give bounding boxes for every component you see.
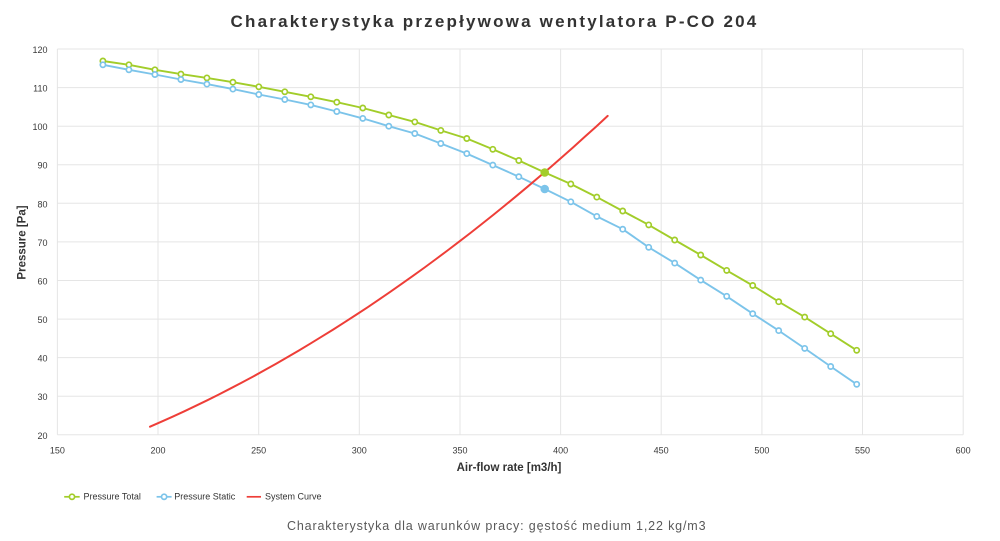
svg-text:30: 30 [37,392,47,402]
svg-text:450: 450 [654,446,669,456]
svg-text:100: 100 [32,122,47,132]
svg-text:Air-flow rate [m3/h]: Air-flow rate [m3/h] [457,462,562,474]
svg-text:Charakterystyka przepływowa we: Charakterystyka przepływowa wentylatora … [231,12,759,31]
svg-text:60: 60 [37,277,47,287]
svg-text:70: 70 [37,238,47,248]
svg-text:150: 150 [50,446,65,456]
svg-text:600: 600 [956,446,971,456]
svg-text:110: 110 [33,84,47,94]
svg-text:20: 20 [37,431,47,441]
svg-text:System Curve: System Curve [265,491,322,501]
svg-text:Pressure [Pa]: Pressure [Pa] [17,205,29,279]
svg-text:Charakterystyka dla warunków p: Charakterystyka dla warunków pracy: gęst… [287,519,706,533]
svg-text:350: 350 [452,446,467,456]
svg-text:Pressure Total: Pressure Total [84,491,141,501]
svg-text:550: 550 [855,446,870,456]
svg-text:400: 400 [553,446,568,456]
svg-text:500: 500 [754,446,769,456]
svg-text:90: 90 [37,161,47,171]
svg-text:Pressure Static: Pressure Static [174,491,236,501]
svg-text:40: 40 [37,354,47,364]
svg-text:200: 200 [150,446,165,456]
svg-text:300: 300 [352,446,367,456]
svg-text:250: 250 [251,446,266,456]
svg-text:120: 120 [32,45,47,55]
svg-text:50: 50 [37,315,47,325]
svg-text:80: 80 [37,199,47,209]
